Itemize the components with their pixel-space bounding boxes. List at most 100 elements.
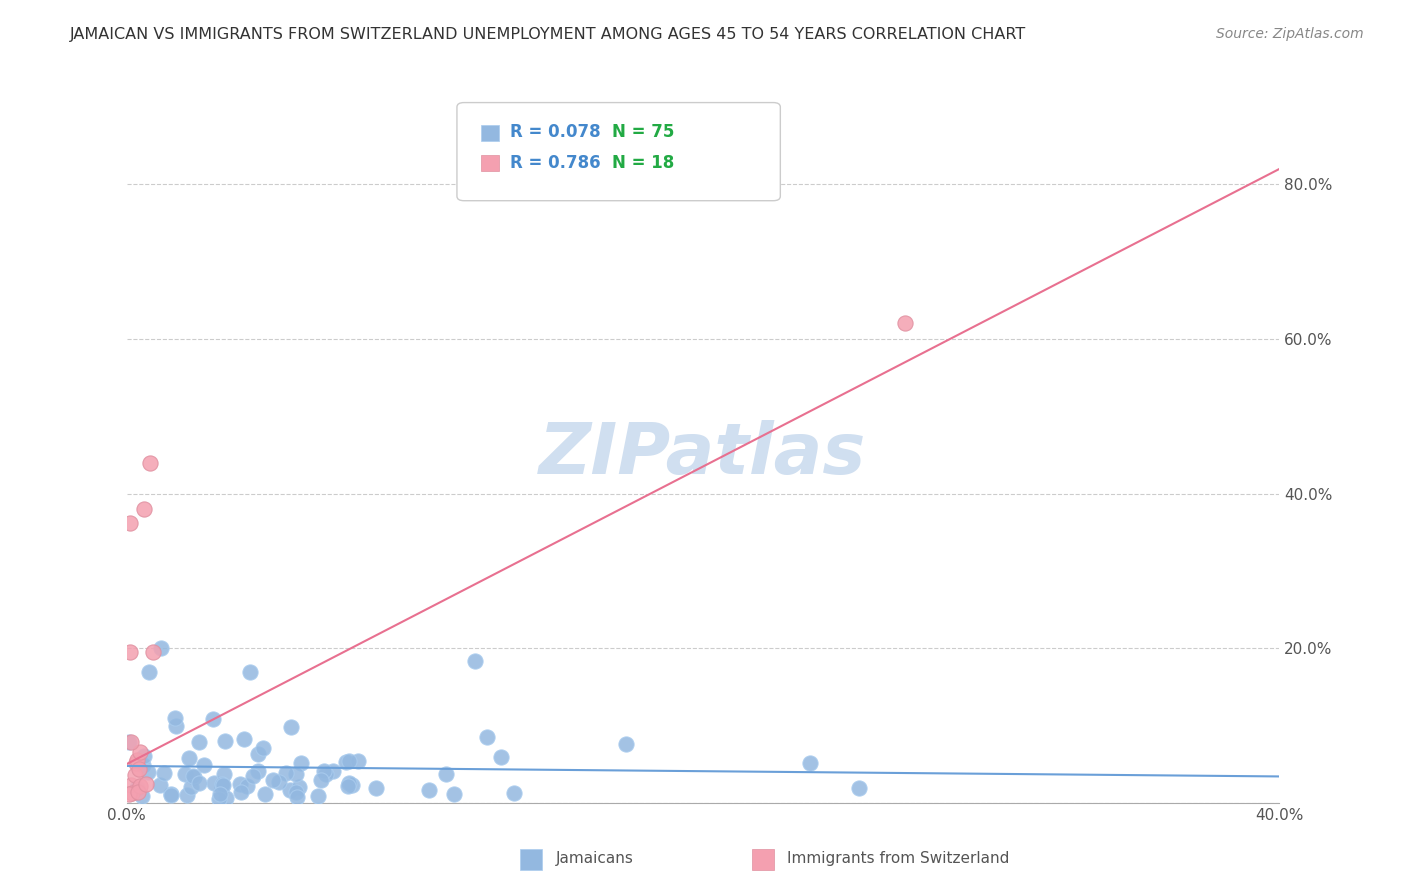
Jamaicans — [799, 756, 821, 770]
Jamaicans — [229, 777, 252, 791]
Jamaicans — [314, 764, 336, 778]
Jamaicans — [337, 779, 360, 793]
Jamaicans — [131, 789, 153, 803]
Jamaicans — [233, 732, 256, 747]
Jamaicans — [290, 756, 312, 770]
Text: R = 0.786: R = 0.786 — [510, 154, 600, 172]
Jamaicans — [211, 777, 233, 791]
Jamaicans — [183, 770, 205, 784]
Jamaicans — [179, 751, 201, 765]
Jamaicans — [160, 787, 183, 801]
Jamaicans — [246, 747, 269, 762]
Jamaicans — [202, 776, 225, 790]
Jamaicans — [475, 730, 498, 744]
Jamaicans — [315, 767, 337, 781]
Jamaicans — [614, 737, 637, 751]
Jamaicans — [339, 776, 361, 790]
Jamaicans — [181, 769, 204, 783]
Jamaicans — [118, 735, 141, 749]
Jamaicans — [337, 754, 360, 768]
Immigrants from Switzerland — [118, 788, 141, 802]
Immigrants from Switzerland — [132, 502, 155, 516]
Jamaicans — [211, 780, 233, 794]
Jamaicans — [173, 766, 195, 780]
Jamaicans — [254, 787, 277, 801]
Immigrants from Switzerland — [120, 516, 142, 530]
Jamaicans — [335, 755, 357, 769]
Immigrants from Switzerland — [120, 735, 142, 749]
Jamaicans — [464, 654, 486, 668]
Jamaicans — [489, 750, 512, 764]
Jamaicans — [278, 783, 301, 797]
Jamaicans — [276, 766, 298, 780]
Jamaicans — [347, 754, 370, 768]
Immigrants from Switzerland — [124, 756, 146, 770]
Jamaicans — [150, 641, 173, 656]
Jamaicans — [502, 786, 524, 800]
Jamaicans — [176, 788, 198, 802]
Jamaicans — [214, 734, 236, 748]
Jamaicans — [285, 790, 308, 805]
Text: Jamaicans: Jamaicans — [555, 851, 633, 865]
Jamaicans — [309, 773, 332, 788]
Jamaicans — [208, 787, 231, 801]
Immigrants from Switzerland — [129, 745, 152, 759]
Jamaicans — [215, 790, 238, 805]
Jamaicans — [443, 787, 465, 801]
Jamaicans — [267, 774, 290, 789]
Immigrants from Switzerland — [121, 786, 143, 800]
Immigrants from Switzerland — [120, 645, 142, 659]
Jamaicans — [288, 780, 311, 794]
Jamaicans — [211, 779, 233, 793]
Jamaicans — [188, 735, 211, 749]
Immigrants from Switzerland — [894, 317, 917, 331]
Jamaicans — [418, 782, 440, 797]
Jamaicans — [201, 712, 224, 726]
Jamaicans — [160, 789, 183, 803]
Text: ZIPatlas: ZIPatlas — [540, 420, 866, 490]
Jamaicans — [132, 758, 155, 772]
Jamaicans — [239, 665, 262, 679]
Jamaicans — [848, 781, 870, 796]
Text: JAMAICAN VS IMMIGRANTS FROM SWITZERLAND UNEMPLOYMENT AMONG AGES 45 TO 54 YEARS C: JAMAICAN VS IMMIGRANTS FROM SWITZERLAND … — [70, 27, 1026, 42]
Jamaicans — [165, 719, 187, 733]
Immigrants from Switzerland — [135, 777, 157, 791]
Jamaicans — [138, 665, 160, 679]
Immigrants from Switzerland — [124, 768, 146, 782]
Jamaicans — [229, 785, 252, 799]
Jamaicans — [263, 772, 285, 787]
Immigrants from Switzerland — [138, 456, 160, 470]
Immigrants from Switzerland — [128, 762, 150, 776]
Text: N = 18: N = 18 — [612, 154, 673, 172]
Jamaicans — [193, 758, 215, 772]
Jamaicans — [136, 765, 159, 780]
Jamaicans — [236, 779, 259, 793]
Jamaicans — [434, 767, 457, 781]
Text: Immigrants from Switzerland: Immigrants from Switzerland — [787, 851, 1010, 865]
Immigrants from Switzerland — [128, 779, 150, 793]
Jamaicans — [149, 778, 172, 792]
Jamaicans — [132, 748, 155, 763]
Jamaicans — [212, 767, 235, 781]
Jamaicans — [163, 711, 186, 725]
Jamaicans — [208, 792, 231, 806]
Immigrants from Switzerland — [125, 753, 148, 767]
Jamaicans — [284, 767, 307, 781]
Jamaicans — [322, 764, 344, 778]
Jamaicans — [252, 741, 274, 756]
Text: N = 75: N = 75 — [612, 123, 673, 141]
Jamaicans — [280, 720, 302, 734]
Immigrants from Switzerland — [142, 645, 165, 659]
Text: R = 0.078: R = 0.078 — [510, 123, 600, 141]
Jamaicans — [342, 778, 364, 792]
Jamaicans — [153, 765, 176, 780]
Jamaicans — [180, 780, 202, 794]
Immigrants from Switzerland — [127, 784, 149, 798]
Jamaicans — [364, 780, 387, 795]
Immigrants from Switzerland — [120, 779, 142, 793]
Jamaicans — [127, 780, 149, 795]
Jamaicans — [307, 789, 329, 804]
Jamaicans — [246, 764, 269, 778]
Jamaicans — [188, 776, 211, 790]
Jamaicans — [285, 785, 308, 799]
